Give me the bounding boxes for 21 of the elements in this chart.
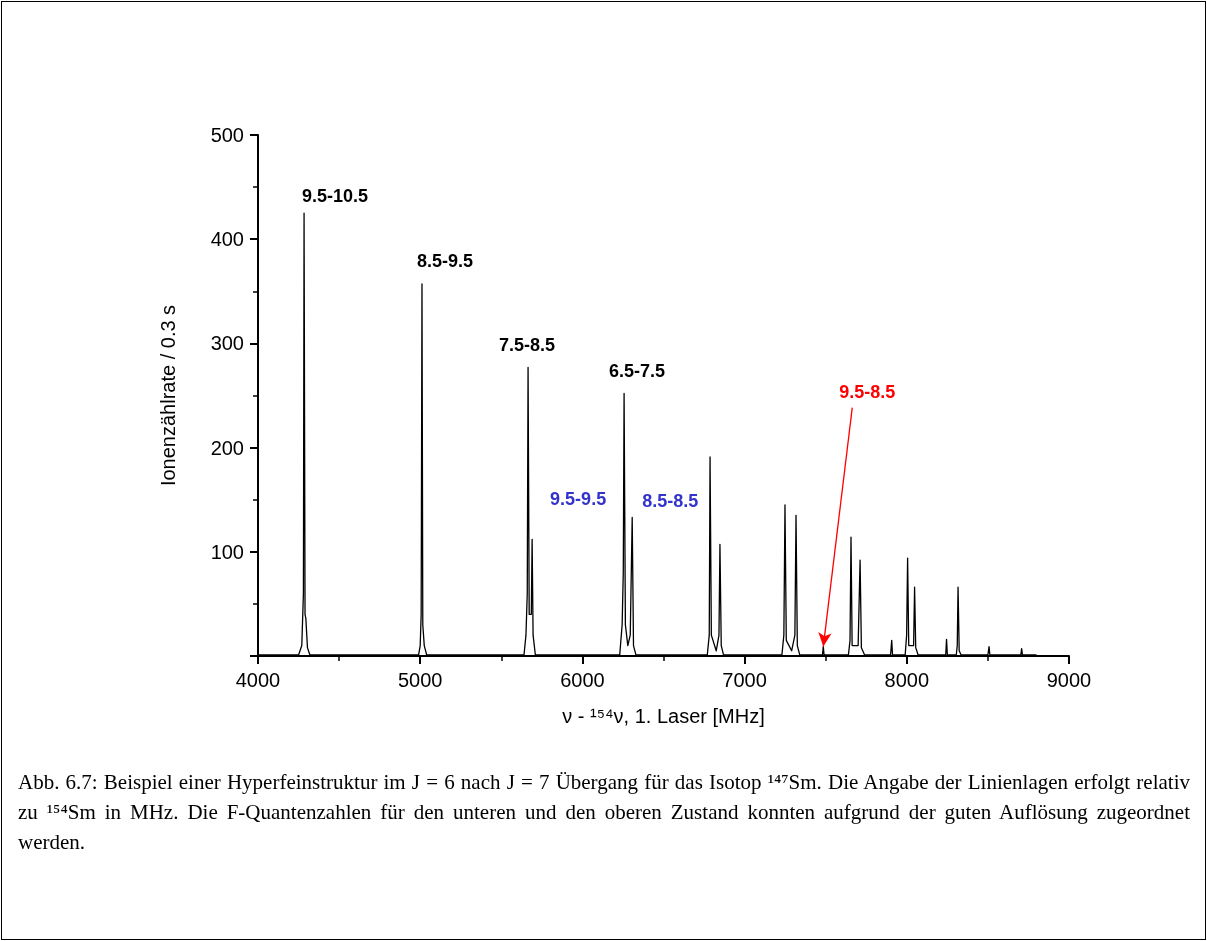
annotation: 8.5-9.5 — [416, 251, 474, 272]
annotation: 9.5-8.5 — [839, 381, 896, 402]
annotation: 9.5-10.5 — [302, 186, 369, 207]
x-tick-label: 4000 — [235, 669, 281, 691]
caption: Abb. 6.7: Beispiel einer Hyperfeinstruktur im J = 6 nach J = 7 Übergang für das Isotop ¹⁴⁷Sm. Die Angabe der Linienlagen erfolgt relativ zu ¹⁵⁴Sm in MHz. Die F-Quantenzahlen für den unteren und den oberen Zustand konnten aufgrund der guten Auflösung zugeordnet werden. — [18, 769, 1190, 856]
x-tick-label: 8000 — [884, 669, 930, 691]
annotation: 6.5-7.5 — [609, 361, 666, 382]
y-tick-label: 300 — [210, 332, 244, 355]
y-axis-title: Ionenzählrate / 0.3 s — [157, 304, 179, 487]
x-axis-title: ν - ¹⁵⁴ν, 1. Laser [MHz] — [562, 705, 765, 727]
x-tick-label: 7000 — [722, 669, 767, 691]
y-tick-label: 100 — [210, 540, 244, 563]
x-tick-label: 6000 — [560, 669, 605, 691]
y-tick-label: 400 — [210, 228, 244, 251]
annotation: 9.5-9.5 — [550, 489, 607, 510]
y-tick-label: 200 — [210, 436, 244, 459]
annotation: 8.5-8.5 — [642, 491, 699, 512]
y-tick-label: 500 — [210, 124, 244, 146]
x-tick-label: 9000 — [1046, 669, 1092, 691]
annotation: 7.5-8.5 — [499, 335, 556, 356]
x-tick-label: 5000 — [397, 669, 443, 691]
